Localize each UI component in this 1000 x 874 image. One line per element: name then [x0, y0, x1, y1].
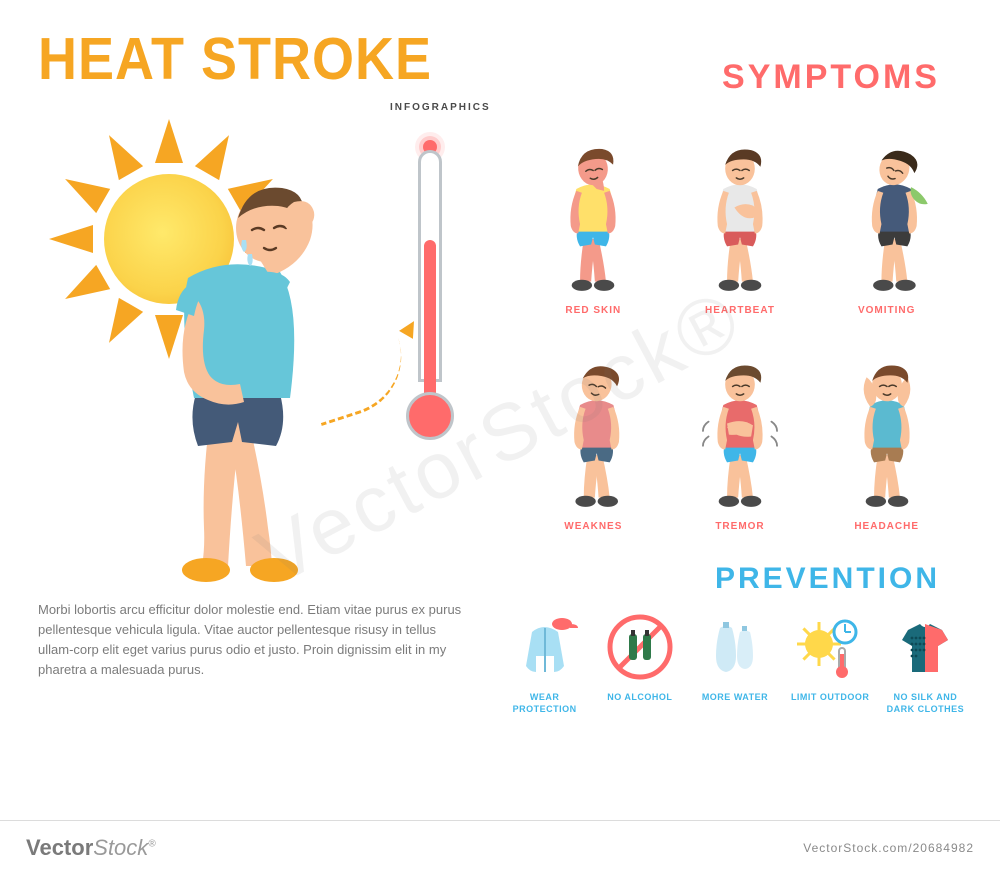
symptoms-title: SYMPTOMS	[722, 58, 940, 97]
symptom-headache: HEADACHE	[817, 334, 956, 532]
prevention-no-bottles: NO ALCOHOL	[595, 610, 684, 715]
body-text: Morbi lobortis arcu efficitur dolor mole…	[38, 600, 468, 681]
symptom-tremor: TREMOR	[671, 334, 810, 532]
prevention-label: NO ALCOHOL	[607, 692, 672, 704]
footer-id: VectorStock.com/20684982	[803, 841, 974, 855]
sun-clock-thermo-icon	[793, 610, 867, 684]
symptom-heartbeat: HEARTBEAT	[671, 118, 810, 316]
subtitle: INFOGRAPHICS	[390, 102, 491, 113]
footer-brand: VectorStock®	[26, 835, 156, 861]
prevention-label: LIMIT OUTDOOR	[791, 692, 870, 704]
prevention-jacket-cap: WEAR PROTECTION	[500, 610, 589, 715]
prevention-label: NO SILK AND DARK CLOTHES	[881, 692, 970, 715]
prevention-water-bottles: MORE WATER	[690, 610, 779, 715]
prevention-shirt: NO SILK AND DARK CLOTHES	[881, 610, 970, 715]
symptom-vomiting: VOMITING	[817, 118, 956, 316]
shirt-icon	[888, 610, 962, 684]
symptom-label: WEAKNES	[564, 521, 622, 532]
symptoms-grid: RED SKIN HEARTBEAT	[524, 118, 956, 532]
prevention-label: MORE WATER	[702, 692, 768, 704]
prevention-label: WEAR PROTECTION	[500, 692, 589, 715]
symptom-label: VOMITING	[858, 305, 915, 316]
symptom-label: TREMOR	[715, 521, 764, 532]
symptom-label: HEARTBEAT	[705, 305, 775, 316]
prevention-sun-clock-thermo: LIMIT OUTDOOR	[786, 610, 875, 715]
symptom-weaknes: WEAKNES	[524, 334, 663, 532]
jacket-cap-icon	[508, 610, 582, 684]
symptom-label: HEADACHE	[854, 521, 919, 532]
symptom-label: RED SKIN	[565, 305, 621, 316]
footer: VectorStock® VectorStock.com/20684982	[0, 820, 1000, 874]
water-bottles-icon	[698, 610, 772, 684]
main-title: HEAT STROKE	[38, 25, 432, 93]
prevention-row: WEAR PROTECTION NO ALCOHOL MORE WATER LI…	[500, 610, 970, 715]
prevention-title: PREVENTION	[715, 562, 940, 596]
thermometer-icon	[400, 140, 460, 440]
symptom-red-skin: RED SKIN	[524, 118, 663, 316]
no-bottles-icon	[603, 610, 677, 684]
